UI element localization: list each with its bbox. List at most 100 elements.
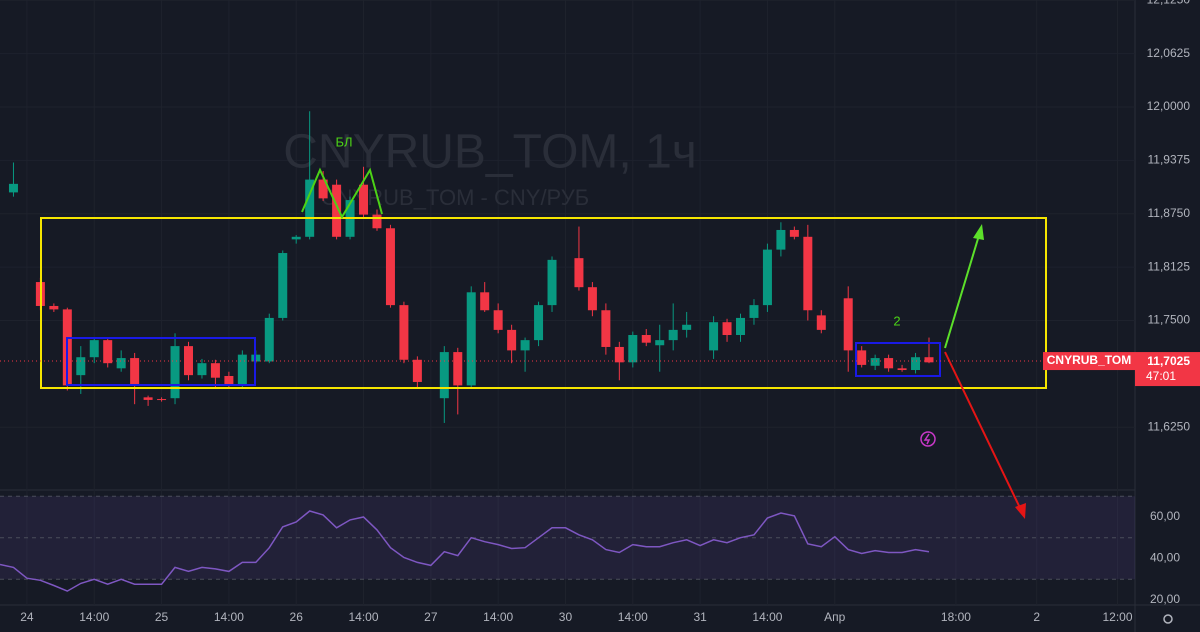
candle-body <box>736 317 746 336</box>
candle-body <box>803 236 813 311</box>
candle-body <box>668 329 678 341</box>
candle-body <box>210 363 220 378</box>
candle-body <box>359 184 369 215</box>
candle-body <box>911 357 921 371</box>
candle-body <box>762 249 772 306</box>
countdown-label: 47:01 <box>1146 369 1176 383</box>
double-top-line <box>301 167 383 220</box>
annotation: 2 <box>893 313 900 328</box>
x-tick-label: 18:00 <box>941 610 971 624</box>
candle-body <box>318 179 328 199</box>
candle-body <box>237 354 247 386</box>
candle-body <box>130 358 140 386</box>
candle-body <box>49 305 59 310</box>
x-tick-label: 24 <box>20 610 34 624</box>
x-tick-label: 12:00 <box>1102 610 1132 624</box>
candle-body <box>776 229 786 250</box>
rsi-tick-label: 40,00 <box>1150 551 1180 565</box>
candle-body <box>587 287 597 311</box>
y-tick-label: 12,0625 <box>1147 46 1191 60</box>
down-arrow <box>944 351 1022 511</box>
candle-body <box>857 350 867 365</box>
candle-body <box>534 305 544 341</box>
x-tick-label: 14:00 <box>349 610 379 624</box>
rsi-tick-label: 60,00 <box>1150 509 1180 523</box>
candle-body <box>332 184 342 237</box>
symbol-label: CNYRUB_TOM <box>1047 353 1131 367</box>
candle-body <box>466 292 476 386</box>
y-tick-label: 11,7500 <box>1148 313 1191 327</box>
candle-body <box>789 229 799 237</box>
rsi-tick-label: 20,00 <box>1150 592 1180 606</box>
x-tick-label: Апр <box>824 610 846 624</box>
watermark-title: CNYRUB_TOM, 1ч <box>283 126 697 179</box>
candle-body <box>197 363 207 376</box>
candle-body <box>628 335 638 363</box>
candle-body <box>601 310 611 347</box>
candle-body <box>291 236 301 240</box>
event-icon[interactable] <box>920 431 936 447</box>
y-tick-label: 11,8125 <box>1148 259 1191 273</box>
y-tick-label: 11,6250 <box>1148 419 1191 433</box>
rsi-line <box>0 510 930 592</box>
x-tick-label: 14:00 <box>79 610 109 624</box>
candle-body <box>439 352 449 399</box>
candle-body <box>103 340 113 364</box>
candle-body <box>816 315 826 330</box>
candle-body <box>507 329 517 351</box>
candle-body <box>574 258 584 288</box>
x-tick-label: 2 <box>1033 610 1040 624</box>
candle-body <box>870 358 880 366</box>
x-tick-label: 25 <box>155 610 169 624</box>
candle-body <box>520 340 530 351</box>
y-tick-label: 12,0000 <box>1147 99 1191 113</box>
y-tick-label: 12,1250 <box>1147 0 1191 6</box>
symbol-label-box <box>1043 352 1135 371</box>
candle-body <box>8 183 18 193</box>
arrow-head <box>1015 503 1026 519</box>
consolidation-box <box>855 342 941 377</box>
candle-body <box>143 397 153 400</box>
candle-body <box>116 358 126 369</box>
x-tick-label: 14:00 <box>214 610 244 624</box>
x-tick-label: 27 <box>424 610 438 624</box>
candle-body <box>385 228 395 306</box>
candles <box>8 111 934 423</box>
candle-body <box>157 399 167 401</box>
x-tick-label: 26 <box>290 610 304 624</box>
candle-body <box>170 346 180 399</box>
settings-icon[interactable] <box>1163 614 1173 624</box>
candle-body <box>305 179 315 237</box>
candle-body <box>924 357 934 363</box>
x-tick-label: 14:00 <box>618 610 648 624</box>
candle-body <box>884 358 894 369</box>
event-icon-bolt <box>923 433 931 445</box>
candle-body <box>493 310 503 330</box>
x-tick-label: 14:00 <box>483 610 513 624</box>
candle-body <box>412 359 422 382</box>
candle-body <box>682 324 692 330</box>
candle-body <box>843 298 853 351</box>
candle-body <box>547 259 557 306</box>
up-arrow <box>944 231 981 349</box>
candle-body <box>224 375 234 386</box>
candle-body <box>89 340 99 358</box>
candle-body <box>264 317 274 362</box>
candle-body <box>722 322 732 336</box>
candle-body <box>76 357 86 376</box>
candle-body <box>897 368 907 371</box>
y-tick-label: 11,9375 <box>1148 153 1191 167</box>
x-tick-label: 31 <box>693 610 707 624</box>
candle-body <box>372 214 382 229</box>
candle-body <box>749 305 759 318</box>
drawings: БЛ 2 <box>40 134 1173 624</box>
candle-body <box>399 305 409 360</box>
candle-body <box>614 346 624 363</box>
arrow-head <box>973 224 984 240</box>
annotation: БЛ <box>335 134 352 149</box>
x-tick-label: 30 <box>559 610 573 624</box>
